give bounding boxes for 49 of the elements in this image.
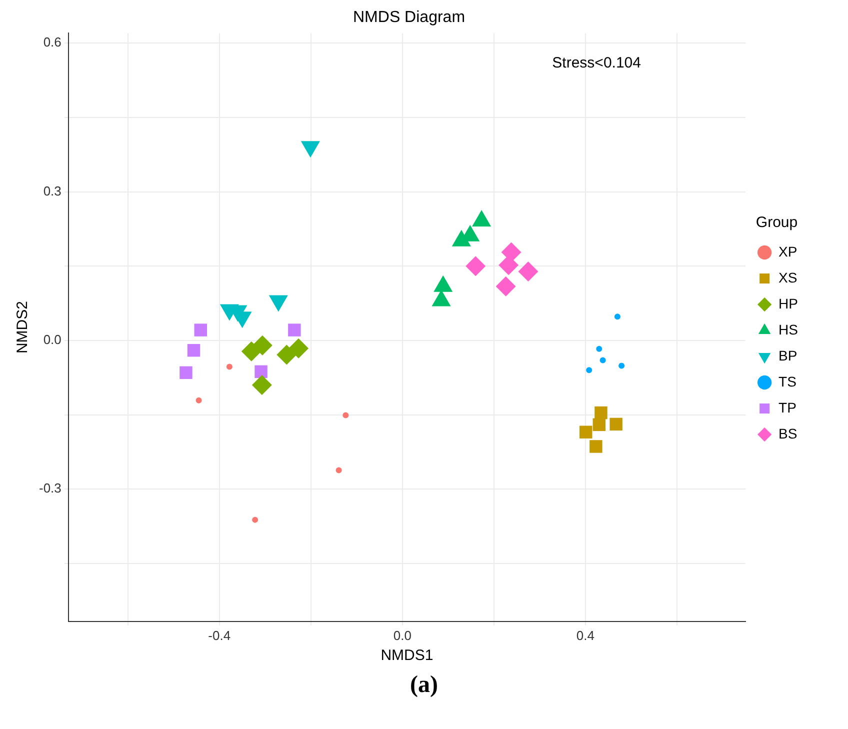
legend-label: BP [778,347,798,364]
point [596,346,602,352]
point [594,406,608,420]
point [276,344,297,365]
point [610,418,622,431]
point [498,255,519,276]
legend-label: HP [778,295,798,312]
legend-label: HS [778,321,798,338]
point [586,367,592,374]
point [614,314,620,320]
legend-label: XS [778,269,798,286]
point [194,324,207,336]
point [518,262,538,282]
point [196,397,202,404]
x-tick-label: 0.4 [576,628,594,643]
text: (a) [409,672,439,699]
legend-label: BS [778,425,798,442]
x-axis-title: NMDS1 [380,647,434,664]
point [592,418,606,432]
point [342,412,349,418]
y-axis-title: NMDS2 [14,301,32,354]
y-tick-label: 0.0 [43,332,62,348]
point [254,365,268,378]
point [590,440,602,453]
point [288,338,309,358]
point [187,344,200,357]
y-tick-label: -0.3 [38,480,62,496]
point [252,335,272,356]
y-tick-label: 0.6 [43,34,62,50]
x-tick-label: -0.4 [208,628,231,643]
legend-label: TP [778,399,796,416]
chart-title: NMDS Diagram [352,9,466,26]
x-tick-label: 0.0 [393,628,412,643]
point [466,256,486,276]
point [226,364,232,370]
point [580,426,592,438]
y-tick-label: 0.3 [43,183,62,198]
annotation: Stress<0.104 [552,54,641,72]
point [180,366,192,380]
point [252,516,258,523]
point [496,276,516,296]
point [252,375,272,396]
point [618,362,625,369]
legend-title: Group [756,214,798,232]
point [600,357,606,364]
legend-label: TS [778,373,796,390]
point [288,324,301,336]
point [336,467,342,474]
legend-label: XP [778,243,798,260]
